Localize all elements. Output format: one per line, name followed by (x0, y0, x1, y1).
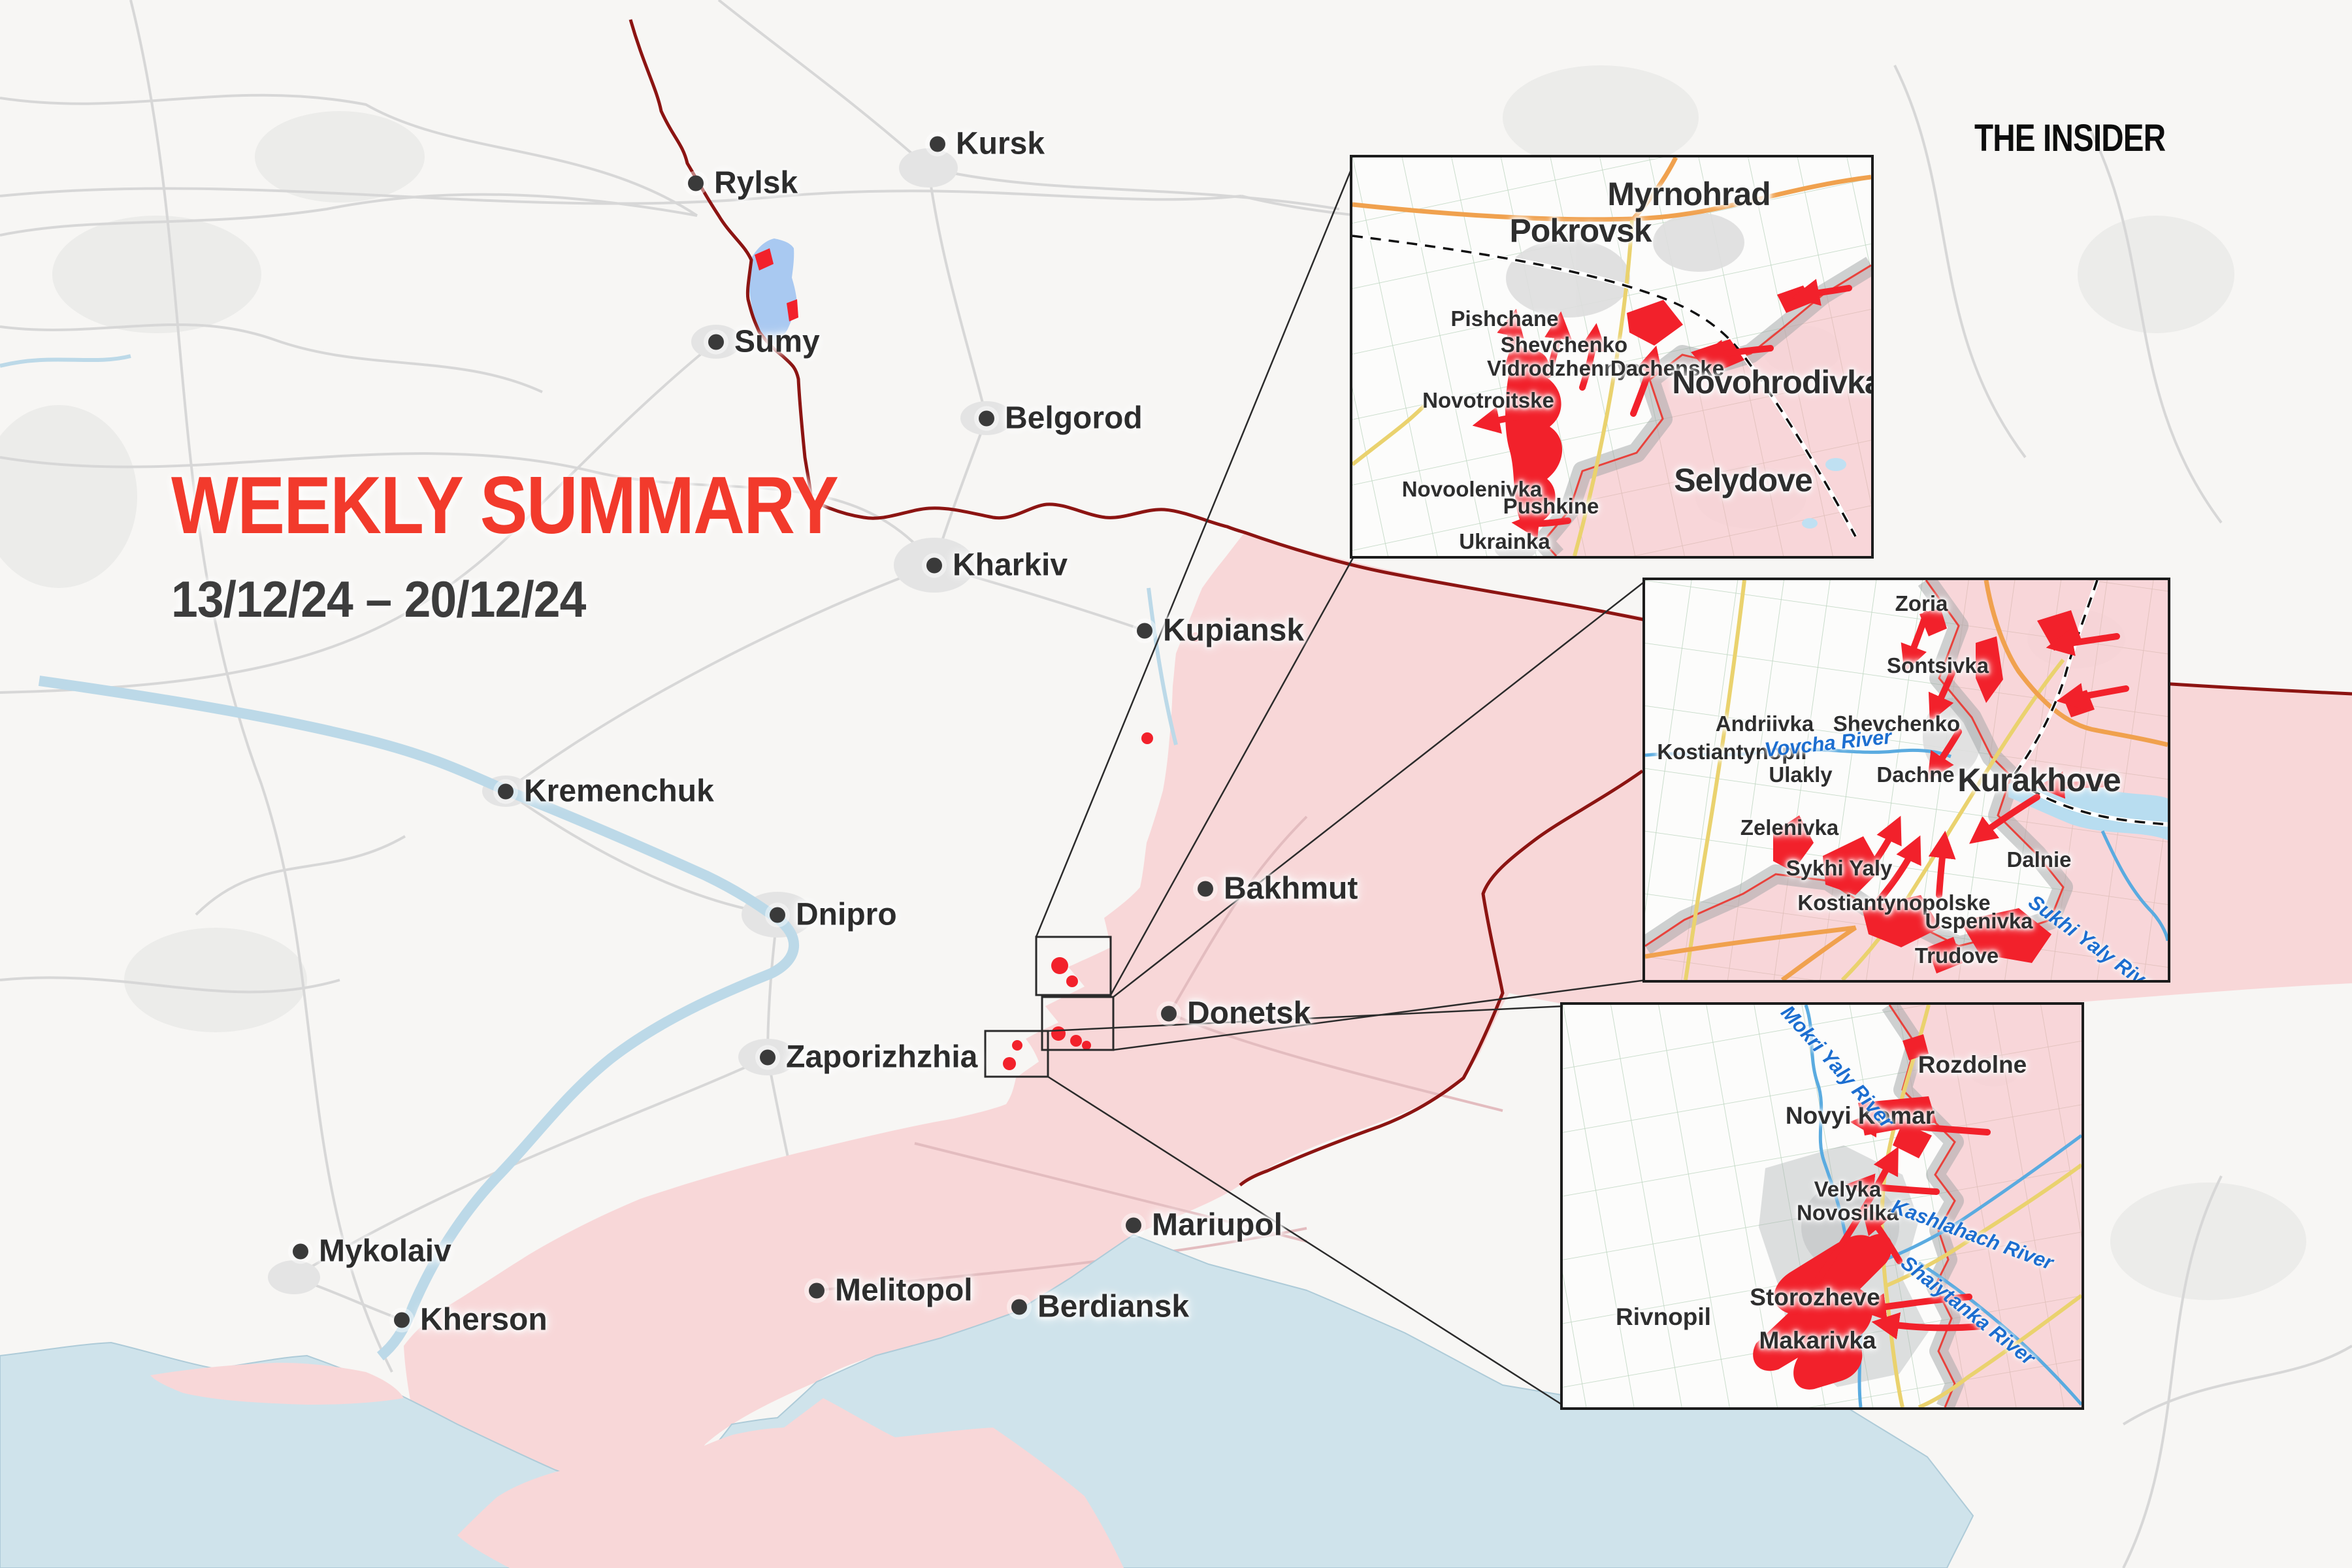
city-dot (688, 175, 704, 191)
town-label: Myrnohrad (1607, 176, 1771, 212)
town-label: Novotroitske (1422, 388, 1554, 412)
city-dot (809, 1282, 825, 1298)
town-label: Novohrodivka (1672, 364, 1874, 400)
city-dot (1137, 623, 1152, 638)
city-dot (708, 334, 724, 350)
city-berdiansk: Berdiansk (1011, 1289, 1189, 1325)
town-label: Uspenivka (1925, 909, 2033, 933)
city-dot (1011, 1299, 1027, 1315)
city-dnipro: Dnipro (770, 897, 897, 933)
city-sumy: Sumy (708, 324, 820, 360)
town-label: Makarivka (1759, 1327, 1876, 1354)
date-range: 13/12/24 – 20/12/24 (171, 570, 586, 628)
inset3-attack-arrows (1791, 1110, 1991, 1340)
city-dot (1198, 881, 1213, 896)
town-label: Selydove (1674, 462, 1813, 498)
city-dot (1126, 1217, 1141, 1233)
city-dot (293, 1243, 308, 1259)
inset-kurakhove-canvas (1645, 580, 2168, 980)
city-mariupol: Mariupol (1126, 1207, 1282, 1243)
urban-areas (268, 148, 1013, 1294)
city-rylsk: Rylsk (688, 165, 798, 201)
city-zaporizhzhia: Zaporizhzhia (760, 1039, 977, 1075)
city-dot (926, 557, 942, 573)
city-kharkiv: Kharkiv (926, 547, 1068, 583)
occupied-south (150, 1362, 1124, 1568)
rivers (0, 354, 1178, 1361)
town-label: Zoria (1895, 591, 1948, 615)
inset2-roads-orange (1645, 580, 2168, 980)
roads-occupied (816, 815, 1503, 1292)
city-dot (770, 907, 785, 923)
inset2-roads-yellow (1684, 580, 2065, 980)
city-belgorod: Belgorod (979, 400, 1143, 436)
city-donetsk: Donetsk (1161, 996, 1311, 1032)
inset1-attack-arrows (1472, 278, 1852, 539)
town-label: Andriivka (1715, 711, 1814, 736)
city-dot (394, 1312, 410, 1328)
city-dot (498, 783, 514, 799)
town-label: Sontsivka (1887, 653, 1989, 678)
city-dot (1161, 1005, 1177, 1021)
inset-pokrovsk-canvas (1352, 157, 1871, 556)
city-kupiansk: Kupiansk (1137, 613, 1304, 649)
town-label: Storozheve (1750, 1284, 1880, 1311)
inset-velyka-novosilka-canvas (1563, 1005, 2082, 1407)
inset1-roads-orange (1352, 157, 1871, 222)
page-title: WEEKLY SUMMARY (171, 461, 839, 551)
city-dot (979, 410, 994, 426)
brand-logo: THE INSIDER (1974, 117, 2166, 159)
city-mykolaiv: Mykolaiv (293, 1233, 451, 1269)
town-label: Novoolenivka (1401, 477, 1543, 501)
town-label: Zelenivka (1740, 815, 1839, 840)
town-label: Trudove (1914, 943, 1999, 968)
inset1-roads-yellow (1352, 220, 1634, 556)
town-label: Dalnie (2006, 847, 2072, 872)
city-dot (930, 136, 945, 152)
inset1-railway (1352, 233, 1858, 538)
inset2-attack-arrows (1852, 611, 2129, 908)
inset-pokrovsk: Myrnohrad Pokrovsk Pishchane Shevchenko … (1350, 155, 1874, 559)
town-label: Ukrainka (1459, 529, 1550, 553)
town-label: Rivnopil (1616, 1303, 1711, 1330)
town-label: Rozdolne (1918, 1051, 2027, 1078)
inset2-captured (1773, 608, 2095, 973)
town-label: Shevchenko (1500, 333, 1628, 357)
inset2-rivers (1645, 747, 2168, 941)
inset-velyka-novosilka: Rozdolne Novyi Komar Velyka Novosilka Ri… (1560, 1002, 2084, 1410)
town-label: Kurakhove (1957, 762, 2121, 798)
inset1-lakes (1802, 458, 1846, 529)
town-label: Kostiantynopil (1657, 740, 1807, 764)
terrain-patches (0, 65, 2306, 1300)
town-label: Pokrovsk (1509, 212, 1652, 249)
city-kursk: Kursk (930, 126, 1045, 162)
town-label: Pishchane (1450, 306, 1559, 331)
city-bakhmut: Bakhmut (1198, 871, 1358, 907)
inset-kurakhove: Zoria Sontsivka Andriivka Shevchenko Kos… (1642, 578, 2170, 983)
city-melitopol: Melitopol (809, 1273, 973, 1309)
inset1-frontline (1542, 264, 1871, 556)
kursk-salient (748, 238, 798, 345)
inset2-frontline (1645, 580, 2065, 947)
city-dot (760, 1049, 776, 1065)
frontline-advances (1003, 632, 1200, 1070)
town-label: Dachne (1876, 762, 1955, 787)
town-label: Ulakly (1769, 762, 1833, 787)
inset3-frontline (1888, 1005, 1956, 1407)
callout-lines (1035, 163, 1647, 1407)
title-block: WEEKLY SUMMARY 13/12/24 – 20/12/24 (171, 465, 928, 629)
town-label: Pushkine (1503, 494, 1599, 518)
city-kremenchuk: Kremenchuk (498, 774, 714, 809)
city-kherson: Kherson (394, 1302, 547, 1338)
town-label: Kostiantynopolske (1797, 890, 1991, 915)
town-label: Sykhi Yaly (1786, 856, 1893, 880)
callouts (984, 163, 1647, 1407)
